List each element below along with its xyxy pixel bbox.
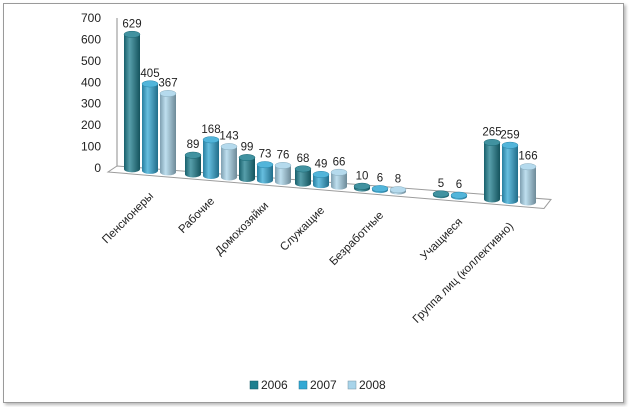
data-label: 10 bbox=[356, 170, 369, 182]
y-tick-label: 600 bbox=[81, 32, 101, 46]
category-label: Рабочие bbox=[177, 195, 217, 235]
data-label: 143 bbox=[219, 131, 238, 143]
y-tick-label: 300 bbox=[81, 97, 101, 111]
bar-2006-6 bbox=[483, 139, 501, 203]
y-tick-label: 200 bbox=[81, 118, 101, 132]
data-label: 99 bbox=[241, 142, 254, 154]
data-label: 405 bbox=[140, 68, 159, 80]
bar-2007-6 bbox=[501, 141, 519, 204]
bar-2007-4 bbox=[371, 185, 389, 194]
legend-swatch bbox=[298, 380, 308, 390]
bar-2006-3 bbox=[294, 165, 312, 187]
category-label: Учащиеся bbox=[418, 216, 465, 263]
legend-label: 2007 bbox=[310, 378, 337, 392]
data-label: 73 bbox=[259, 149, 272, 161]
category-label: Пенсионеры bbox=[100, 190, 156, 246]
data-label: 6 bbox=[456, 179, 462, 191]
data-label: 49 bbox=[315, 158, 328, 170]
legend-swatch bbox=[249, 380, 259, 390]
bar-2008-0 bbox=[159, 90, 177, 176]
y-tick-label: 100 bbox=[81, 140, 101, 154]
data-label: 5 bbox=[438, 178, 444, 190]
bar-2006-4 bbox=[353, 182, 371, 192]
legend-label: 2008 bbox=[359, 378, 386, 392]
legend-label: 2006 bbox=[261, 378, 288, 392]
data-label: 76 bbox=[277, 150, 290, 162]
bar-2007-1 bbox=[202, 136, 220, 179]
category-label: Служащие bbox=[278, 205, 327, 254]
bar-2007-3 bbox=[312, 171, 330, 189]
y-tick-label: 700 bbox=[81, 11, 101, 25]
data-label: 265 bbox=[482, 126, 501, 138]
y-tick-label: 0 bbox=[94, 161, 101, 175]
bar-2008-1 bbox=[220, 143, 238, 181]
data-label: 6 bbox=[377, 173, 383, 185]
bar-2006-0 bbox=[123, 30, 141, 173]
bar-2008-2 bbox=[274, 162, 292, 185]
bar-2007-5 bbox=[450, 191, 468, 200]
data-label: 166 bbox=[518, 151, 537, 163]
bar-2008-3 bbox=[330, 168, 348, 190]
y-tick-label: 500 bbox=[81, 54, 101, 68]
data-label: 66 bbox=[333, 156, 346, 168]
data-label: 68 bbox=[297, 153, 310, 165]
data-label: 8 bbox=[395, 174, 401, 186]
category-label: Домохозяйки bbox=[213, 200, 271, 258]
bar-2006-2 bbox=[238, 154, 256, 182]
bar-2006-5 bbox=[432, 190, 450, 199]
bar-2007-0 bbox=[141, 80, 159, 174]
bar-2008-6 bbox=[519, 163, 537, 206]
data-label: 168 bbox=[201, 124, 220, 136]
y-tick-label: 400 bbox=[81, 75, 101, 89]
category-label: Безработные bbox=[328, 210, 387, 269]
bar-2007-2 bbox=[256, 161, 274, 184]
data-label: 367 bbox=[158, 78, 177, 90]
data-label: 89 bbox=[187, 139, 200, 151]
category-label: Группа лиц (коллективно) bbox=[411, 220, 517, 326]
data-label: 629 bbox=[122, 18, 141, 30]
data-label: 259 bbox=[500, 129, 519, 141]
legend-swatch bbox=[347, 380, 357, 390]
bar-2006-1 bbox=[184, 151, 202, 178]
bar-2008-4 bbox=[389, 186, 407, 195]
